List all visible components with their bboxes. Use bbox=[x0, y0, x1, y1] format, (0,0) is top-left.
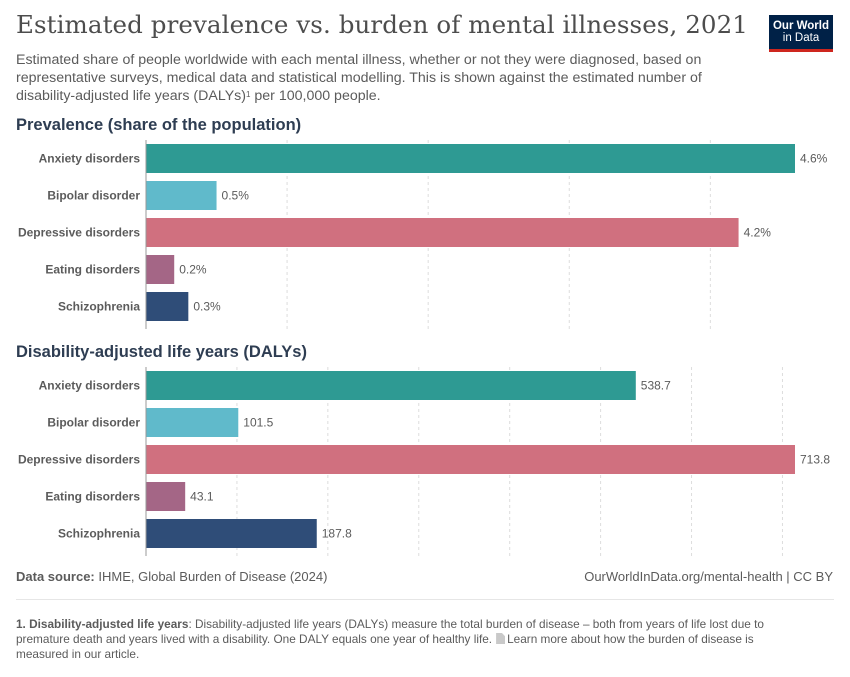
category-label-depressive-disorders: Depressive disorders bbox=[18, 226, 140, 240]
value-label-schizophrenia: 187.8 bbox=[322, 527, 352, 541]
bar-schizophrenia[interactable] bbox=[146, 519, 317, 548]
prevalence-panel-title: Prevalence (share of the population) bbox=[16, 116, 302, 134]
value-label-bipolar-disorder: 0.5% bbox=[222, 189, 250, 203]
category-label-schizophrenia: Schizophrenia bbox=[58, 527, 140, 541]
category-label-anxiety-disorders: Anxiety disorders bbox=[39, 152, 141, 166]
category-label-depressive-disorders: Depressive disorders bbox=[18, 453, 140, 467]
data-source-label: Data source: bbox=[16, 569, 95, 584]
subtitle-text: Estimated share of people worldwide with… bbox=[16, 52, 702, 104]
data-source: Data source: IHME, Global Burden of Dise… bbox=[16, 569, 327, 584]
value-label-anxiety-disorders: 538.7 bbox=[641, 379, 671, 393]
value-label-schizophrenia: 0.3% bbox=[193, 300, 221, 314]
dalys-panel-title: Disability-adjusted life years (DALYs) bbox=[16, 343, 307, 361]
value-label-bipolar-disorder: 101.5 bbox=[243, 416, 273, 430]
bar-schizophrenia[interactable] bbox=[146, 292, 189, 321]
bar-eating-disorders[interactable] bbox=[146, 255, 175, 284]
value-label-depressive-disorders: 4.2% bbox=[744, 226, 772, 240]
footnote-text: : Disability-adjusted life years (DALYs)… bbox=[16, 617, 764, 646]
source-link[interactable]: OurWorldInData.org/mental-health | CC BY bbox=[584, 569, 833, 584]
footnote-marker[interactable]: 1 bbox=[245, 90, 251, 99]
footnote-term: 1. Disability-adjusted life years bbox=[16, 617, 189, 631]
value-label-anxiety-disorders: 4.6% bbox=[800, 152, 828, 166]
dalys-bar-chart: Anxiety disorders 538.7 Bipolar disorder 10… bbox=[18, 367, 830, 556]
category-label-schizophrenia: Schizophrenia bbox=[58, 300, 140, 314]
category-label-eating-disorders: Eating disorders bbox=[45, 490, 140, 504]
bar-eating-disorders[interactable] bbox=[146, 482, 186, 511]
category-label-eating-disorders: Eating disorders bbox=[45, 263, 140, 277]
owid-logo[interactable]: Our World in Data bbox=[769, 15, 833, 52]
subtitle-text-end: per 100,000 people. bbox=[250, 88, 381, 104]
footnote-link[interactable]: Learn more about how the burden of disea… bbox=[16, 632, 754, 661]
bar-bipolar-disorder[interactable] bbox=[146, 181, 217, 210]
category-label-anxiety-disorders: Anxiety disorders bbox=[39, 379, 141, 393]
category-label-bipolar-disorder: Bipolar disorder bbox=[47, 416, 140, 430]
data-source-text: IHME, Global Burden of Disease (2024) bbox=[94, 569, 328, 584]
bar-bipolar-disorder[interactable] bbox=[146, 408, 239, 437]
footnote: 1. Disability-adjusted life years: Disab… bbox=[16, 617, 806, 662]
prevalence-bar-chart: Anxiety disorders 4.6% Bipolar disorder 0.5… bbox=[18, 140, 828, 329]
logo-line-2: in Data bbox=[782, 32, 820, 44]
document-icon bbox=[496, 633, 506, 644]
bar-anxiety-disorders[interactable] bbox=[146, 371, 636, 400]
logo-line-1: Our World bbox=[772, 19, 829, 32]
bar-depressive-disorders[interactable] bbox=[146, 445, 795, 474]
bar-depressive-disorders[interactable] bbox=[146, 218, 739, 247]
chart-title: Estimated prevalence vs. burden of menta… bbox=[16, 10, 748, 39]
value-label-depressive-disorders: 713.8 bbox=[800, 453, 830, 467]
value-label-eating-disorders: 43.1 bbox=[190, 490, 214, 504]
footer-divider bbox=[16, 599, 834, 600]
value-label-eating-disorders: 0.2% bbox=[179, 263, 207, 277]
category-label-bipolar-disorder: Bipolar disorder bbox=[47, 189, 140, 203]
bar-anxiety-disorders[interactable] bbox=[146, 144, 795, 173]
chart-subtitle: Estimated share of people worldwide with… bbox=[16, 51, 731, 105]
